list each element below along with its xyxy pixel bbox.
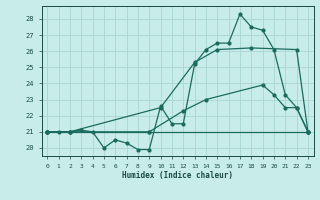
X-axis label: Humidex (Indice chaleur): Humidex (Indice chaleur) (122, 171, 233, 180)
